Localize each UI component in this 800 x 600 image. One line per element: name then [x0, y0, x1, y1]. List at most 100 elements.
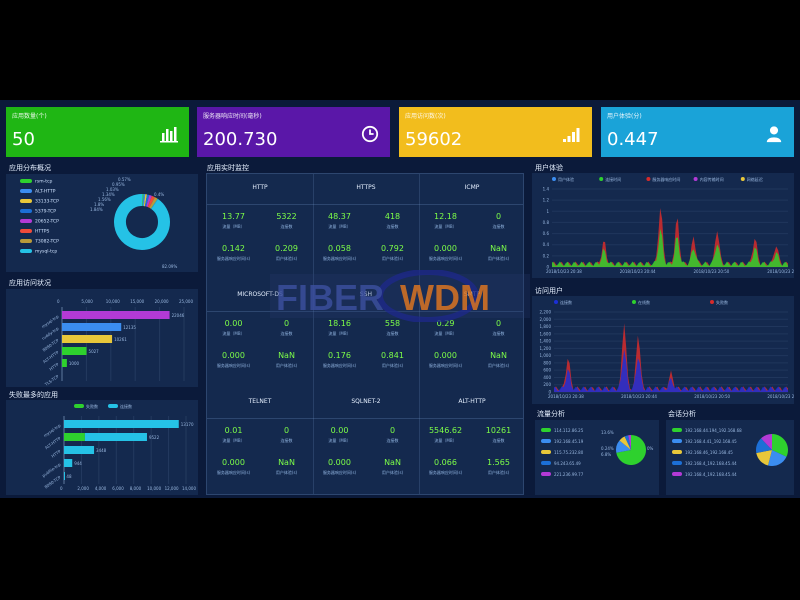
legend-label: 失败数 — [716, 299, 728, 305]
bar[interactable] — [62, 347, 87, 355]
y-tick-label: 1,600 — [540, 331, 552, 336]
legend-dot — [599, 177, 604, 181]
metric-value: 0.00 — [330, 426, 349, 435]
y-tick-label: ALT-HTTP — [44, 435, 62, 450]
legend-swatch — [20, 179, 32, 183]
metric-label: 流量（MB） — [328, 438, 351, 443]
kpi-label: 应用数量(个) — [12, 113, 47, 120]
area-series[interactable] — [552, 228, 788, 267]
legend-swatch — [672, 428, 682, 432]
y-tick-label: 800 — [543, 360, 551, 365]
x-tick-label: 2018/10/23 20:44 — [621, 394, 657, 399]
metric-label: 连接数 — [280, 331, 293, 336]
legend-item[interactable]: 33133-TCP — [20, 199, 59, 205]
donut-slice[interactable] — [149, 197, 158, 209]
pie-slice[interactable] — [756, 450, 772, 466]
legend-label: 在线数 — [638, 299, 650, 305]
pie-slice[interactable] — [616, 440, 631, 453]
legend-item[interactable]: 73082-TCP — [20, 239, 59, 245]
y-tick-label: 1,800 — [540, 324, 552, 329]
x-tick-label: 2018/10/23 20:44 — [620, 269, 656, 274]
y-tick-label: HTTP — [50, 448, 62, 458]
metric-value: 0.176 — [328, 351, 351, 360]
legend-item[interactable]: HTTPS — [20, 229, 49, 235]
ux-panel: 用户体验 连接时间 服务器响应时间 内容传输时间 网络延迟 0 0.2 0.4 0.6 0.8 1 1… — [532, 173, 800, 278]
x-tick-label: 12,000 — [165, 486, 179, 491]
y-tick-label: 200 — [543, 382, 551, 387]
bar[interactable] — [62, 323, 122, 331]
metric-label: 服务器响应时间(s) — [428, 363, 463, 368]
y-tick-label: 600 — [543, 368, 551, 373]
y-tick-label: 1,000 — [540, 353, 552, 358]
bar-connections[interactable] — [64, 472, 65, 480]
legend-item[interactable]: 5379-TCP — [20, 209, 56, 215]
legend-label: 服务器响应时间 — [652, 176, 680, 182]
metric-label: 连接数 — [492, 438, 505, 443]
x-tick-label: 10,000 — [147, 486, 161, 491]
metric-value: 0.000 — [434, 244, 457, 253]
legend-swatch — [672, 439, 682, 443]
bar-fail[interactable] — [64, 433, 85, 441]
legend-swatch — [672, 461, 682, 465]
metric-value: NaN — [490, 351, 507, 360]
bar[interactable] — [62, 335, 113, 343]
metric-label: 服务器响应时间(s) — [428, 470, 463, 475]
kpi-app-count[interactable]: 应用数量(个) 50 — [6, 107, 189, 157]
x-tick-label: 0 — [57, 299, 60, 304]
y-tick-label: 0.2 — [543, 253, 550, 258]
pie-slice[interactable] — [756, 438, 772, 453]
dashboard-screen: 应用数量(个) 50 服务器响应时间(毫秒) 200.730 应用访问数(次) … — [0, 100, 800, 498]
metric-label: 流量（MB） — [222, 224, 245, 229]
area-series[interactable] — [554, 349, 788, 392]
protocol-header: TELNET — [248, 398, 272, 405]
y-tick-label: 400 — [543, 375, 551, 380]
metric-value: 0.00 — [224, 319, 243, 328]
metric-label: 服务器响应时间(s) — [322, 256, 357, 261]
metric-value: 18.16 — [328, 319, 351, 328]
legend-item[interactable]: mysql-tcp — [20, 249, 57, 255]
bar-connections[interactable] — [64, 420, 179, 428]
bar[interactable] — [62, 311, 170, 319]
legend-item[interactable]: ALT-HTTP — [20, 189, 55, 195]
bar-connections[interactable] — [64, 446, 95, 454]
x-tick-label: 2018/10/23 20:56 — [767, 394, 794, 399]
metric-value: 0.841 — [381, 351, 404, 360]
donut-slice[interactable] — [146, 194, 152, 208]
metric-value: 0.066 — [434, 458, 457, 467]
pie-slice[interactable] — [619, 436, 631, 450]
legend-swatch — [20, 199, 32, 203]
bar-value-label: 12135 — [123, 325, 136, 330]
legend-label: 192.168.44.194_192.168.68 — [685, 428, 742, 433]
protocol-header: SMTP — [419, 291, 525, 298]
pie-slice[interactable] — [624, 435, 631, 450]
pie-slice[interactable] — [761, 434, 772, 450]
kpi-value: 0.447 — [607, 129, 659, 150]
y-tick-label: 1 — [546, 209, 549, 214]
pie-slice[interactable] — [616, 435, 646, 465]
kpi-user-experience[interactable]: 用户体验(分) 0.447 — [601, 107, 794, 157]
metric-value: 5322 — [276, 212, 297, 221]
bar-connections[interactable] — [64, 459, 73, 467]
bar[interactable] — [62, 359, 67, 367]
y-tick-label: 1,200 — [540, 346, 552, 351]
session-pie-chart: 192.168.44.194_192.168.68 192.168.4.41_19… — [672, 428, 788, 477]
kpi-response-time[interactable]: 服务器响应时间(毫秒) 200.730 — [197, 107, 390, 157]
header-divider — [207, 418, 523, 419]
donut-slice[interactable] — [114, 194, 170, 250]
legend-item[interactable]: 20652-TCP — [20, 219, 59, 225]
bar-value-label: 944 — [74, 461, 82, 466]
y-tick-label: 1.4 — [543, 187, 550, 192]
legend-label: 94.243.65.49 — [554, 461, 581, 466]
pie-slice[interactable] — [628, 435, 631, 450]
legend-item[interactable]: rsm-tcp — [20, 179, 52, 185]
kpi-access-count[interactable]: 应用访问数(次) 59602 — [399, 107, 592, 157]
pie-slice[interactable] — [772, 434, 788, 457]
legend-dot — [554, 300, 558, 304]
y-tick-label: 2,200 — [540, 310, 552, 315]
bar-connections[interactable] — [84, 433, 147, 441]
kpi-value: 200.730 — [203, 129, 278, 150]
x-tick-label: 2018/10/23 20:50 — [694, 269, 730, 274]
metric-label: 连接数 — [280, 438, 293, 443]
donut-slice[interactable] — [147, 195, 155, 208]
pie-slice[interactable] — [768, 450, 787, 466]
